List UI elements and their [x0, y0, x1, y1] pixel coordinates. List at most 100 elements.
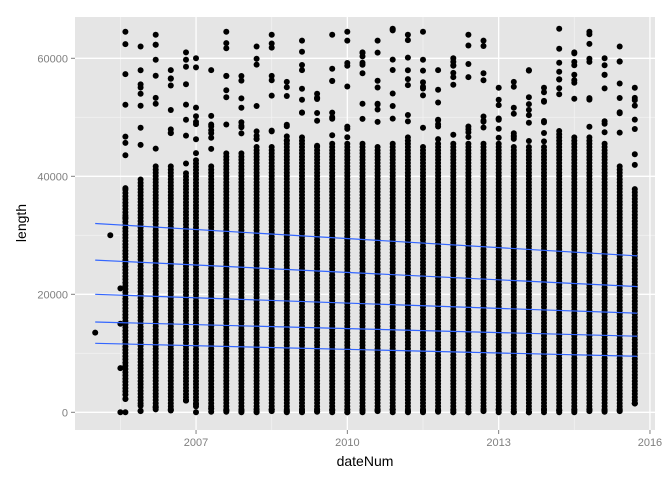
data-point — [420, 67, 426, 74]
data-point — [329, 109, 336, 116]
data-point — [510, 144, 517, 150]
data-point — [465, 134, 472, 140]
data-point — [389, 90, 396, 97]
quantile-line — [95, 342, 638, 357]
data-point — [359, 140, 366, 147]
data-point — [208, 112, 215, 119]
data-point — [404, 31, 411, 38]
data-point — [268, 77, 275, 84]
data-point — [571, 71, 578, 78]
data-point — [193, 409, 199, 416]
data-point — [556, 409, 563, 416]
data-point — [541, 84, 547, 91]
data-point — [556, 91, 563, 98]
data-point — [314, 90, 321, 97]
data-point — [525, 106, 532, 113]
quantile-line — [95, 293, 638, 314]
data-point — [268, 144, 275, 150]
data-point — [329, 31, 336, 38]
quantile-lines — [95, 222, 638, 357]
data-point — [556, 76, 563, 83]
data-point — [223, 408, 230, 415]
data-point — [122, 71, 129, 78]
data-point — [238, 77, 245, 84]
data-point — [268, 92, 275, 99]
data-point — [480, 43, 487, 49]
x-axis-title: dateNum — [337, 453, 394, 469]
data-point — [480, 70, 487, 77]
data-point — [137, 43, 144, 50]
data-point — [167, 163, 174, 170]
data-point — [404, 37, 411, 44]
data-point — [435, 136, 442, 143]
data-point — [374, 84, 381, 91]
data-point — [183, 101, 189, 108]
data-point — [137, 176, 144, 183]
data-point — [435, 121, 442, 128]
data-point — [193, 401, 199, 408]
data-point — [183, 49, 189, 56]
data-point — [283, 409, 290, 416]
data-point — [238, 409, 245, 416]
data-point — [420, 56, 426, 63]
data-point — [495, 102, 502, 109]
data-point — [480, 140, 487, 147]
data-point — [525, 119, 532, 126]
data-point — [420, 28, 426, 35]
data-point — [571, 95, 578, 102]
data-point — [183, 170, 189, 177]
data-point — [404, 112, 411, 118]
data-point — [631, 102, 638, 109]
data-point — [344, 409, 351, 416]
data-point — [480, 37, 487, 44]
data-point — [480, 113, 487, 120]
data-point — [389, 67, 396, 73]
data-point — [616, 80, 623, 87]
data-point — [541, 130, 547, 136]
data-point — [183, 397, 189, 404]
data-point — [541, 89, 547, 96]
data-point — [167, 407, 174, 414]
data-point — [137, 90, 144, 97]
data-point — [359, 115, 366, 122]
y-tick-label: 20000 — [37, 289, 68, 301]
data-point — [616, 129, 623, 136]
data-point — [389, 409, 396, 416]
data-point — [183, 116, 189, 123]
data-point — [223, 150, 230, 157]
data-point — [268, 31, 275, 38]
data-point — [586, 40, 593, 47]
data-point — [122, 152, 129, 159]
data-point — [122, 409, 129, 416]
data-point — [586, 408, 593, 415]
data-point — [344, 37, 351, 44]
data-point — [374, 49, 381, 56]
data-point — [556, 85, 563, 92]
data-point — [495, 115, 502, 122]
y-axis: 0 20000 40000 60000 — [37, 53, 75, 419]
data-point — [107, 232, 114, 239]
data-point — [510, 78, 517, 85]
data-point — [208, 145, 215, 152]
data-point — [344, 62, 351, 69]
data-point — [253, 61, 260, 68]
data-point — [404, 82, 411, 89]
x-tick-label: 2007 — [184, 437, 208, 449]
data-point — [631, 97, 638, 104]
x-tick-label: 2016 — [638, 437, 662, 449]
data-point — [541, 98, 547, 105]
data-point — [404, 118, 411, 125]
data-point — [465, 140, 472, 147]
data-point — [586, 134, 593, 141]
data-point — [510, 409, 517, 416]
data-point — [193, 136, 199, 143]
data-point — [525, 94, 532, 101]
data-point — [137, 102, 144, 109]
data-point — [344, 28, 351, 35]
data-point — [137, 67, 144, 74]
data-point — [541, 409, 547, 416]
data-point — [389, 103, 396, 109]
data-point — [601, 118, 608, 125]
data-point — [299, 37, 305, 44]
data-point — [283, 93, 290, 99]
